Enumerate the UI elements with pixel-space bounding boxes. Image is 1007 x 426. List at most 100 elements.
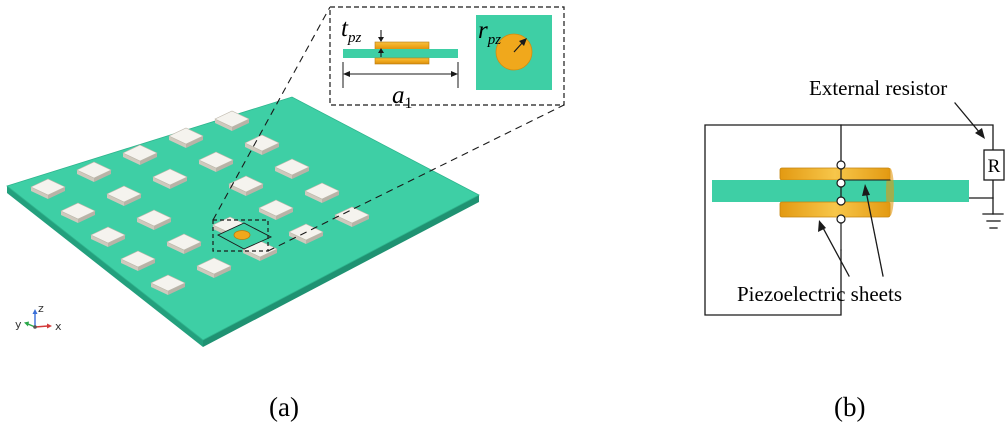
block-side-right <box>94 170 111 182</box>
block-side-left <box>77 170 94 182</box>
terminal-1 <box>836 160 846 170</box>
block-side-right <box>186 136 203 148</box>
piezo-label: Piezoelectric sheets <box>737 282 902 306</box>
block-top <box>334 206 370 224</box>
center-cell <box>216 222 273 250</box>
block-side-right <box>322 191 339 203</box>
block-r2-c0 <box>90 226 126 247</box>
panel-b: R External resistor Piezoelectric sheets… <box>704 76 1005 422</box>
block-side-left <box>31 187 48 199</box>
caption-b: (b) <box>834 392 865 422</box>
caption-a: (a) <box>269 392 299 422</box>
width-arrowhead-left <box>343 71 350 77</box>
block-side-left <box>289 232 306 244</box>
block-side-left <box>137 218 154 230</box>
terminal-3 <box>836 196 846 206</box>
block-side-left <box>305 191 322 203</box>
thickness-label: tpz <box>341 15 361 46</box>
block-side-right <box>276 208 293 220</box>
block-side-right <box>214 266 231 278</box>
block-side-right <box>138 259 155 271</box>
block-top <box>244 134 280 152</box>
external-resistor-label: External resistor <box>809 76 947 100</box>
terminal-4 <box>836 214 846 224</box>
y-axis-arrowhead <box>24 321 29 327</box>
block-top <box>120 250 156 268</box>
block-top <box>122 144 158 162</box>
block-side-right <box>108 235 125 247</box>
block-side-left <box>123 153 140 165</box>
block-r3-c1 <box>166 233 202 254</box>
axis-z-label: z <box>38 302 44 315</box>
block-side-right <box>78 211 95 223</box>
plate-side-right <box>203 195 479 347</box>
block-side-right <box>168 283 185 295</box>
block-r4-c1 <box>196 257 232 278</box>
block-r1-c1 <box>106 185 142 206</box>
block-side-left <box>153 177 170 189</box>
block-r4-c0 <box>150 274 186 295</box>
block-r0-c2 <box>122 144 158 165</box>
inset-piezo-top <box>374 41 430 51</box>
block-top <box>198 151 234 169</box>
block-top <box>274 158 310 176</box>
width-label: a1 <box>392 82 413 112</box>
block-grid <box>30 110 370 295</box>
block-side-left <box>151 283 168 295</box>
block-r0-c4 <box>214 110 250 131</box>
piezo-sheet-bottom <box>779 201 891 218</box>
block-top <box>136 209 172 227</box>
block-top <box>76 161 112 179</box>
block-side-left <box>215 119 232 131</box>
thickness-arrowhead-top <box>378 37 384 42</box>
piezo-arrow-left <box>821 225 850 277</box>
block-side-left <box>199 160 216 172</box>
block-top <box>60 202 96 220</box>
block-top <box>168 127 204 145</box>
inset-side-view <box>342 30 459 88</box>
width-arrowhead-right <box>451 71 458 77</box>
block-r3-c4 <box>304 182 340 203</box>
block-side-right <box>292 167 309 179</box>
resistor-box <box>983 149 1005 181</box>
block-side-left <box>169 136 186 148</box>
block-side-left <box>335 215 352 227</box>
block-r1-c2 <box>152 168 188 189</box>
radius-arrow-line <box>513 41 524 53</box>
block-top <box>150 274 186 292</box>
block-side-right <box>260 249 277 261</box>
block-r0-c3 <box>168 127 204 148</box>
block-side-right <box>170 177 187 189</box>
piezo-sheet-top <box>779 167 891 181</box>
block-side-left <box>275 167 292 179</box>
panel-a: tpz a1 rpz z x y (a) <box>6 6 565 422</box>
axis-x-label: x <box>55 320 62 333</box>
block-r1-c4 <box>244 134 280 155</box>
block-top <box>90 226 126 244</box>
block-r2-c3 <box>228 175 264 196</box>
axis-triad: z x y <box>15 302 62 333</box>
piezo-sheet-end <box>886 168 894 216</box>
block-top <box>214 110 250 128</box>
zoom-leader-left <box>212 6 331 221</box>
block-side-left <box>197 266 214 278</box>
block-r0-c1 <box>76 161 112 182</box>
block-side-left <box>259 208 276 220</box>
block-side-left <box>229 184 246 196</box>
terminal-2 <box>836 178 846 188</box>
inset-piezo-bottom <box>374 57 430 65</box>
radius-label: rpz <box>478 17 501 48</box>
block-r0-c0 <box>30 178 66 199</box>
block-r4-c4 <box>334 206 370 227</box>
piezo-arrowhead-left <box>818 220 826 232</box>
block-side-left <box>91 235 108 247</box>
wire-to-resistor <box>840 124 994 151</box>
block-top <box>152 168 188 186</box>
block-side-left <box>121 259 138 271</box>
piezo-arrowhead-right <box>862 184 870 196</box>
block-r1-c3 <box>198 151 234 172</box>
block-top <box>304 182 340 200</box>
block-top <box>166 233 202 251</box>
plate-side-left <box>7 186 203 347</box>
